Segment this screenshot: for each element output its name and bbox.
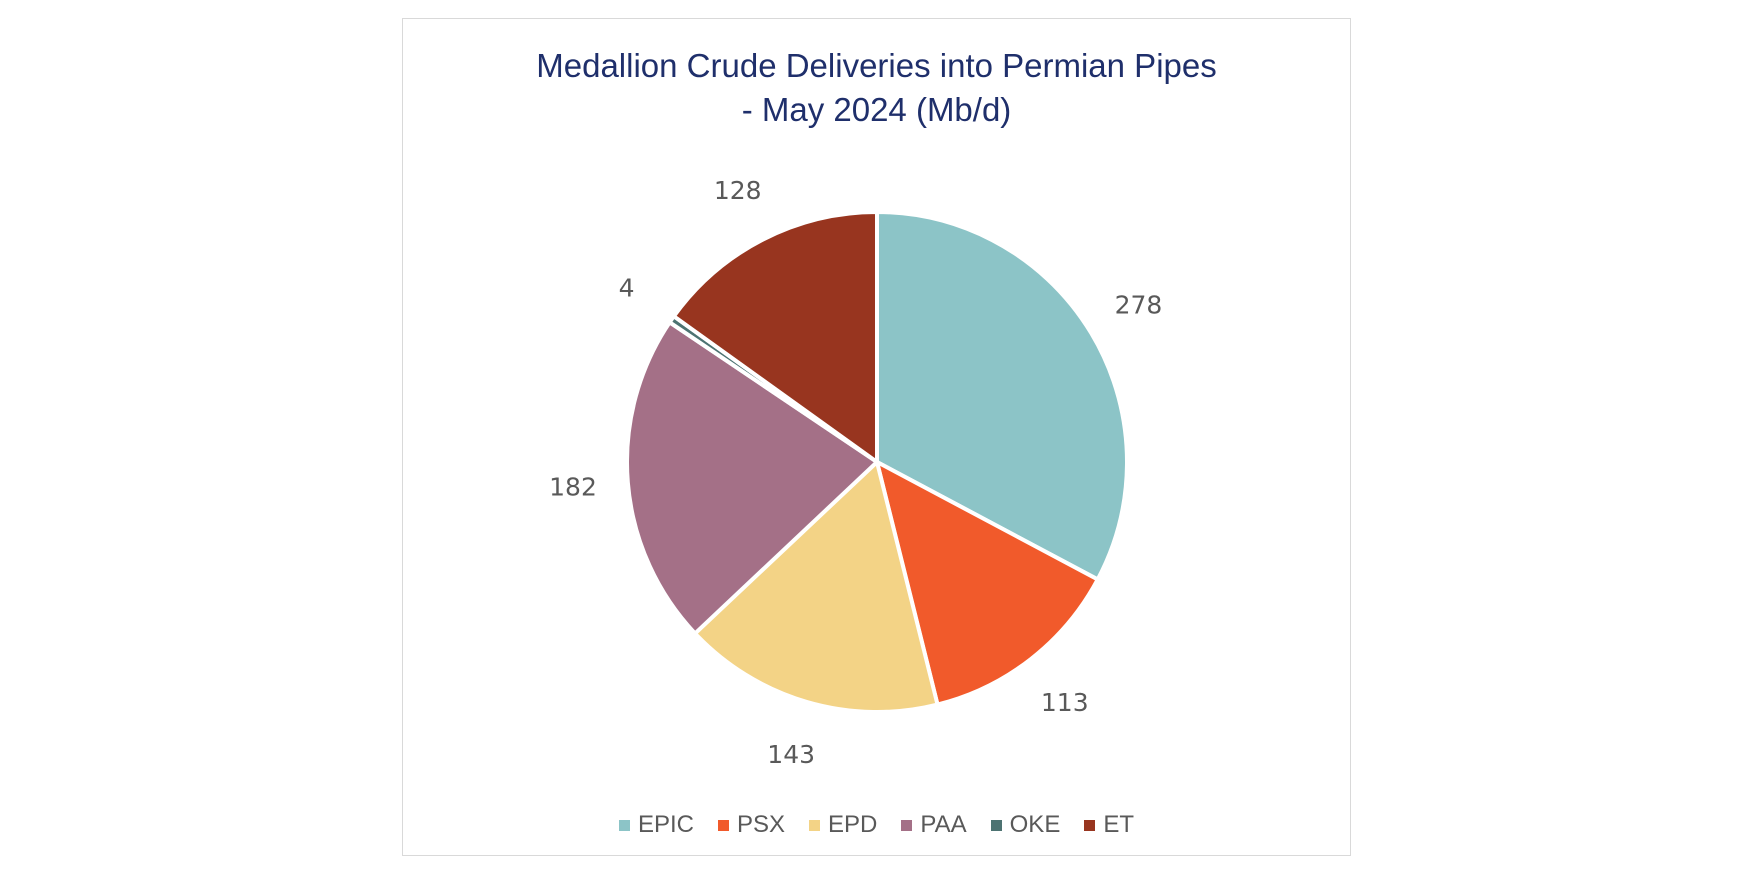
legend-label: PAA bbox=[920, 811, 967, 838]
pie-slice-epd bbox=[693, 460, 940, 714]
legend-item-et: ET bbox=[1084, 811, 1134, 839]
legend-label: EPIC bbox=[637, 811, 694, 838]
legend-item-epd: EPD bbox=[809, 811, 877, 839]
pie-chart: 278 113 143 182 4 128 bbox=[549, 176, 1163, 769]
data-label-paa: 182 bbox=[549, 472, 597, 501]
data-label-et: 128 bbox=[714, 176, 762, 205]
legend-swatch bbox=[809, 819, 821, 831]
legend-label: EPD bbox=[828, 811, 878, 838]
legend-label: ET bbox=[1103, 811, 1134, 838]
chart-title: Medallion Crude Deliveries into Permian … bbox=[403, 44, 1350, 132]
chart-legend: EPIC PSX EPD PAA OKE ET bbox=[403, 811, 1350, 839]
pie-slice-et bbox=[671, 210, 879, 464]
data-label-psx: 113 bbox=[1041, 688, 1089, 717]
legend-swatch bbox=[990, 819, 1002, 831]
pie-slice-paa bbox=[625, 320, 879, 636]
data-label-epd: 143 bbox=[767, 740, 815, 769]
legend-swatch bbox=[718, 819, 729, 831]
data-label-epic: 278 bbox=[1115, 290, 1163, 319]
legend-swatch bbox=[901, 819, 913, 831]
data-label-oke: 4 bbox=[619, 273, 635, 302]
pie-slice-epic bbox=[875, 210, 1129, 582]
legend-swatch bbox=[1084, 819, 1096, 831]
pie-slice-psx bbox=[875, 460, 1100, 707]
legend-label: OKE bbox=[1009, 811, 1061, 838]
legend-item-epic: EPIC bbox=[618, 811, 694, 839]
chart-frame: Medallion Crude Deliveries into Permian … bbox=[402, 18, 1351, 856]
legend-swatch bbox=[618, 819, 630, 831]
legend-item-paa: PAA bbox=[901, 811, 967, 839]
chart-title-line-1: Medallion Crude Deliveries into Permian … bbox=[536, 47, 1217, 84]
legend-label: PSX bbox=[737, 811, 786, 838]
legend-item-oke: OKE bbox=[990, 811, 1061, 839]
legend-item-psx: PSX bbox=[718, 811, 785, 839]
chart-title-line-2: - May 2024 (Mb/d) bbox=[741, 91, 1012, 128]
